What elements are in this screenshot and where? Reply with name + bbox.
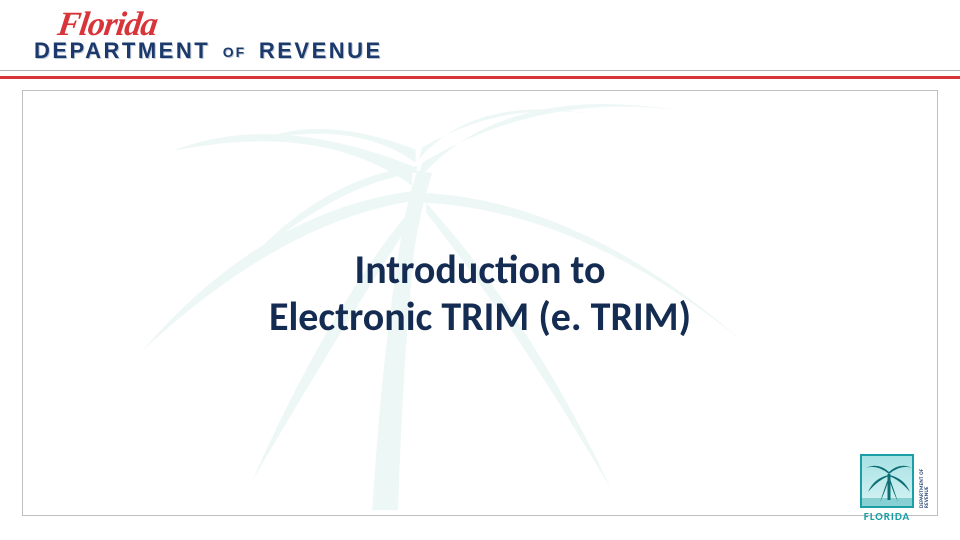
florida-seal: DEPARTMENT OF REVENUE FLORIDA — [856, 454, 918, 526]
seal-palm-icon — [862, 456, 914, 508]
title-line-1: Introduction to — [180, 246, 780, 293]
header-banner: Florida DEPARTMENT OF REVENUE — [0, 0, 960, 72]
seal-sidebar-text: DEPARTMENT OF REVENUE — [920, 460, 930, 508]
header-rule-red — [0, 76, 960, 79]
dept-word-2: REVENUE — [259, 38, 383, 63]
slide-title: Introduction to Electronic TRIM (e. TRIM… — [180, 246, 780, 340]
slide-frame: Introduction to Electronic TRIM (e. TRIM… — [22, 90, 938, 516]
header-rule-thin — [0, 70, 960, 71]
seal-box — [860, 454, 914, 508]
dept-of: OF — [219, 44, 250, 60]
department-title: DEPARTMENT OF REVENUE — [34, 38, 383, 64]
seal-label: FLORIDA — [864, 510, 910, 523]
title-line-2: Electronic TRIM (e. TRIM) — [180, 293, 780, 340]
dept-word-1: DEPARTMENT — [34, 38, 210, 63]
